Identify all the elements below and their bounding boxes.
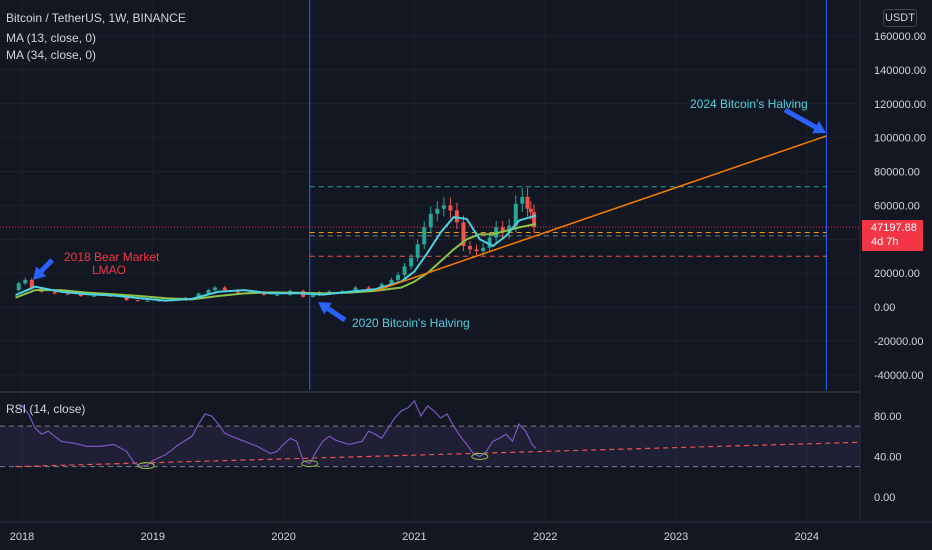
last-price-tag: 47197.88 4d 7h — [862, 220, 923, 251]
y-tick-label: -40000.00 — [874, 370, 924, 382]
candle-body[interactable] — [461, 222, 466, 247]
halving-2020-note: 2020 Bitcoin's Halving — [352, 316, 470, 330]
candle-body[interactable] — [525, 196, 530, 209]
halving-2024-note: 2024 Bitcoin's Halving — [690, 97, 808, 111]
halving-2024-arrow-shaft — [783, 107, 817, 130]
x-tick-label: 2020 — [271, 531, 295, 543]
x-tick-label: 2024 — [795, 531, 819, 543]
candle-body[interactable] — [222, 287, 227, 291]
bear-market-note: 2018 Bear Market LMAO — [64, 250, 160, 277]
candle-body[interactable] — [428, 213, 433, 228]
candle-body[interactable] — [435, 208, 440, 214]
rsi-low-marker — [301, 460, 319, 468]
candle-body[interactable] — [65, 293, 70, 295]
bear-market-line1: 2018 Bear Market — [64, 250, 160, 264]
rsi-legend[interactable]: RSI (14, close) — [6, 402, 86, 416]
candle-body[interactable] — [448, 205, 453, 211]
y-tick-label: 0.00 — [874, 302, 895, 314]
candle-body[interactable] — [481, 247, 486, 252]
candle-body[interactable] — [135, 300, 140, 302]
x-tick-label: 2018 — [10, 531, 34, 543]
candle-body[interactable] — [467, 246, 472, 250]
y-tick-label: 140000.00 — [874, 65, 926, 77]
annotation-arrows — [33, 107, 826, 323]
candle-body[interactable] — [157, 300, 162, 302]
candle-body[interactable] — [23, 279, 28, 284]
bear-market-line2: LMAO — [91, 263, 126, 277]
symbol-title[interactable]: Bitcoin / TetherUS, 1W, BINANCE — [6, 11, 186, 25]
candle-body[interactable] — [16, 283, 21, 291]
x-tick-label: 2023 — [664, 531, 688, 543]
last-price-value: 47197.88 — [871, 222, 917, 234]
candle-body[interactable] — [487, 237, 492, 248]
candle-body[interactable] — [275, 294, 280, 296]
x-tick-label: 2022 — [533, 531, 557, 543]
y-tick-label: 100000.00 — [874, 133, 926, 145]
rsi-tick-label: 80.00 — [874, 411, 902, 423]
y-tick-label: 60000.00 — [874, 200, 920, 212]
price-trendline[interactable] — [374, 135, 827, 292]
candle-body[interactable] — [396, 274, 401, 280]
candle-body[interactable] — [422, 227, 427, 245]
candle-body[interactable] — [409, 257, 414, 267]
candle-body[interactable] — [327, 291, 332, 293]
candle-body[interactable] — [389, 279, 394, 285]
candle-body[interactable] — [474, 249, 479, 252]
ma13-legend[interactable]: MA (13, close, 0) — [6, 31, 97, 45]
rsi-low-marker — [137, 462, 155, 470]
candle-body[interactable] — [311, 295, 316, 297]
candle-body[interactable] — [124, 295, 129, 301]
rsi-trendline[interactable] — [15, 441, 860, 468]
candle-body[interactable] — [78, 294, 83, 296]
candle-body[interactable] — [366, 287, 371, 289]
halving-2020-arrow-head — [318, 302, 332, 315]
rsi-pane[interactable] — [0, 399, 860, 470]
rsi-low-marker — [471, 453, 489, 460]
candle-body[interactable] — [402, 266, 407, 275]
candle-body[interactable] — [454, 210, 459, 223]
halving-2024-arrow-head — [812, 121, 826, 134]
candle-body[interactable] — [513, 203, 518, 226]
candle-body[interactable] — [91, 295, 96, 297]
bar-countdown: 4d 7h — [871, 236, 899, 248]
y-tick-label: 20000.00 — [874, 268, 920, 280]
y-tick-label: 120000.00 — [874, 99, 926, 111]
candle-body[interactable] — [528, 208, 533, 213]
candle-body[interactable] — [196, 293, 201, 298]
candle-body[interactable] — [415, 244, 420, 258]
currency-button[interactable]: USDT — [883, 9, 917, 27]
candle-body[interactable] — [532, 212, 537, 228]
rsi-tick-label: 0.00 — [874, 492, 895, 504]
price-pane[interactable] — [0, 0, 860, 390]
bear-arrow-head — [33, 266, 47, 280]
candle-body[interactable] — [441, 205, 446, 209]
candle-body[interactable] — [145, 300, 150, 302]
x-tick-label: 2021 — [402, 531, 426, 543]
halving-2020-arrow-shaft — [326, 306, 347, 323]
candle-body[interactable] — [353, 287, 358, 292]
y-tick-label: 80000.00 — [874, 167, 920, 179]
candle-body[interactable] — [52, 291, 57, 294]
candle-body[interactable] — [520, 196, 525, 204]
candle-body[interactable] — [500, 227, 505, 233]
rsi-tick-label: 40.00 — [874, 452, 902, 464]
rsi-band — [0, 426, 860, 467]
grid — [0, 0, 860, 522]
candle-body[interactable] — [206, 290, 211, 294]
ma13-line[interactable] — [15, 214, 537, 302]
x-tick-label: 2019 — [141, 531, 165, 543]
candle-body[interactable] — [212, 287, 217, 291]
y-tick-label: 160000.00 — [874, 31, 926, 43]
candle-body[interactable] — [29, 279, 34, 289]
ma34-legend[interactable]: MA (34, close, 0) — [6, 48, 97, 62]
rsi-line[interactable] — [15, 399, 537, 468]
bear-arrow-shaft — [39, 258, 54, 274]
y-tick-label: -20000.00 — [874, 336, 924, 348]
